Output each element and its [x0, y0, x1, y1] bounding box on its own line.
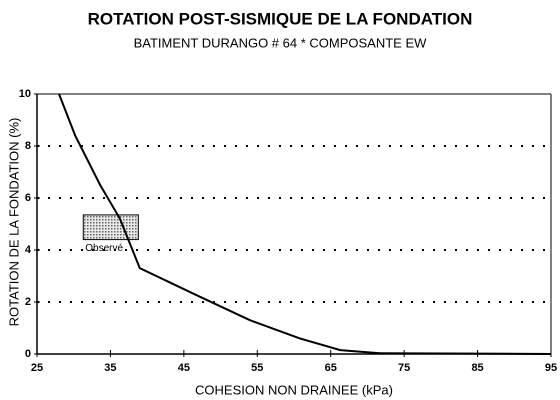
observed-box — [82, 214, 139, 241]
x-axis-label: COHESION NON DRAINEE (kPa) — [195, 382, 393, 397]
y-tick-label: 6 — [25, 192, 31, 204]
x-tick-label: 35 — [104, 362, 116, 374]
x-tick-label: 45 — [178, 362, 190, 374]
observed-label: Observé — [85, 243, 123, 254]
x-tick-label: 65 — [325, 362, 337, 374]
y-tick-label: 4 — [25, 244, 32, 256]
chart-subtitle: BATIMENT DURANGO # 64 * COMPOSANTE EW — [134, 35, 428, 50]
x-tick-label: 75 — [398, 362, 410, 374]
x-tick-label: 95 — [545, 362, 557, 374]
chart-title: ROTATION POST-SISMIQUE DE LA FONDATION — [88, 9, 473, 28]
line — [58, 93, 552, 355]
y-tick-label: 10 — [19, 88, 31, 100]
x-tick-label: 25 — [31, 362, 43, 374]
y-tick-label: 8 — [25, 140, 31, 152]
y-axis-label: ROTATION DE LA FONDATION (%) — [6, 118, 21, 327]
x-tick-label: 85 — [471, 362, 483, 374]
y-tick-label: 2 — [25, 296, 31, 308]
x-tick-label: 55 — [251, 362, 263, 374]
y-tick-label: 0 — [25, 348, 31, 360]
